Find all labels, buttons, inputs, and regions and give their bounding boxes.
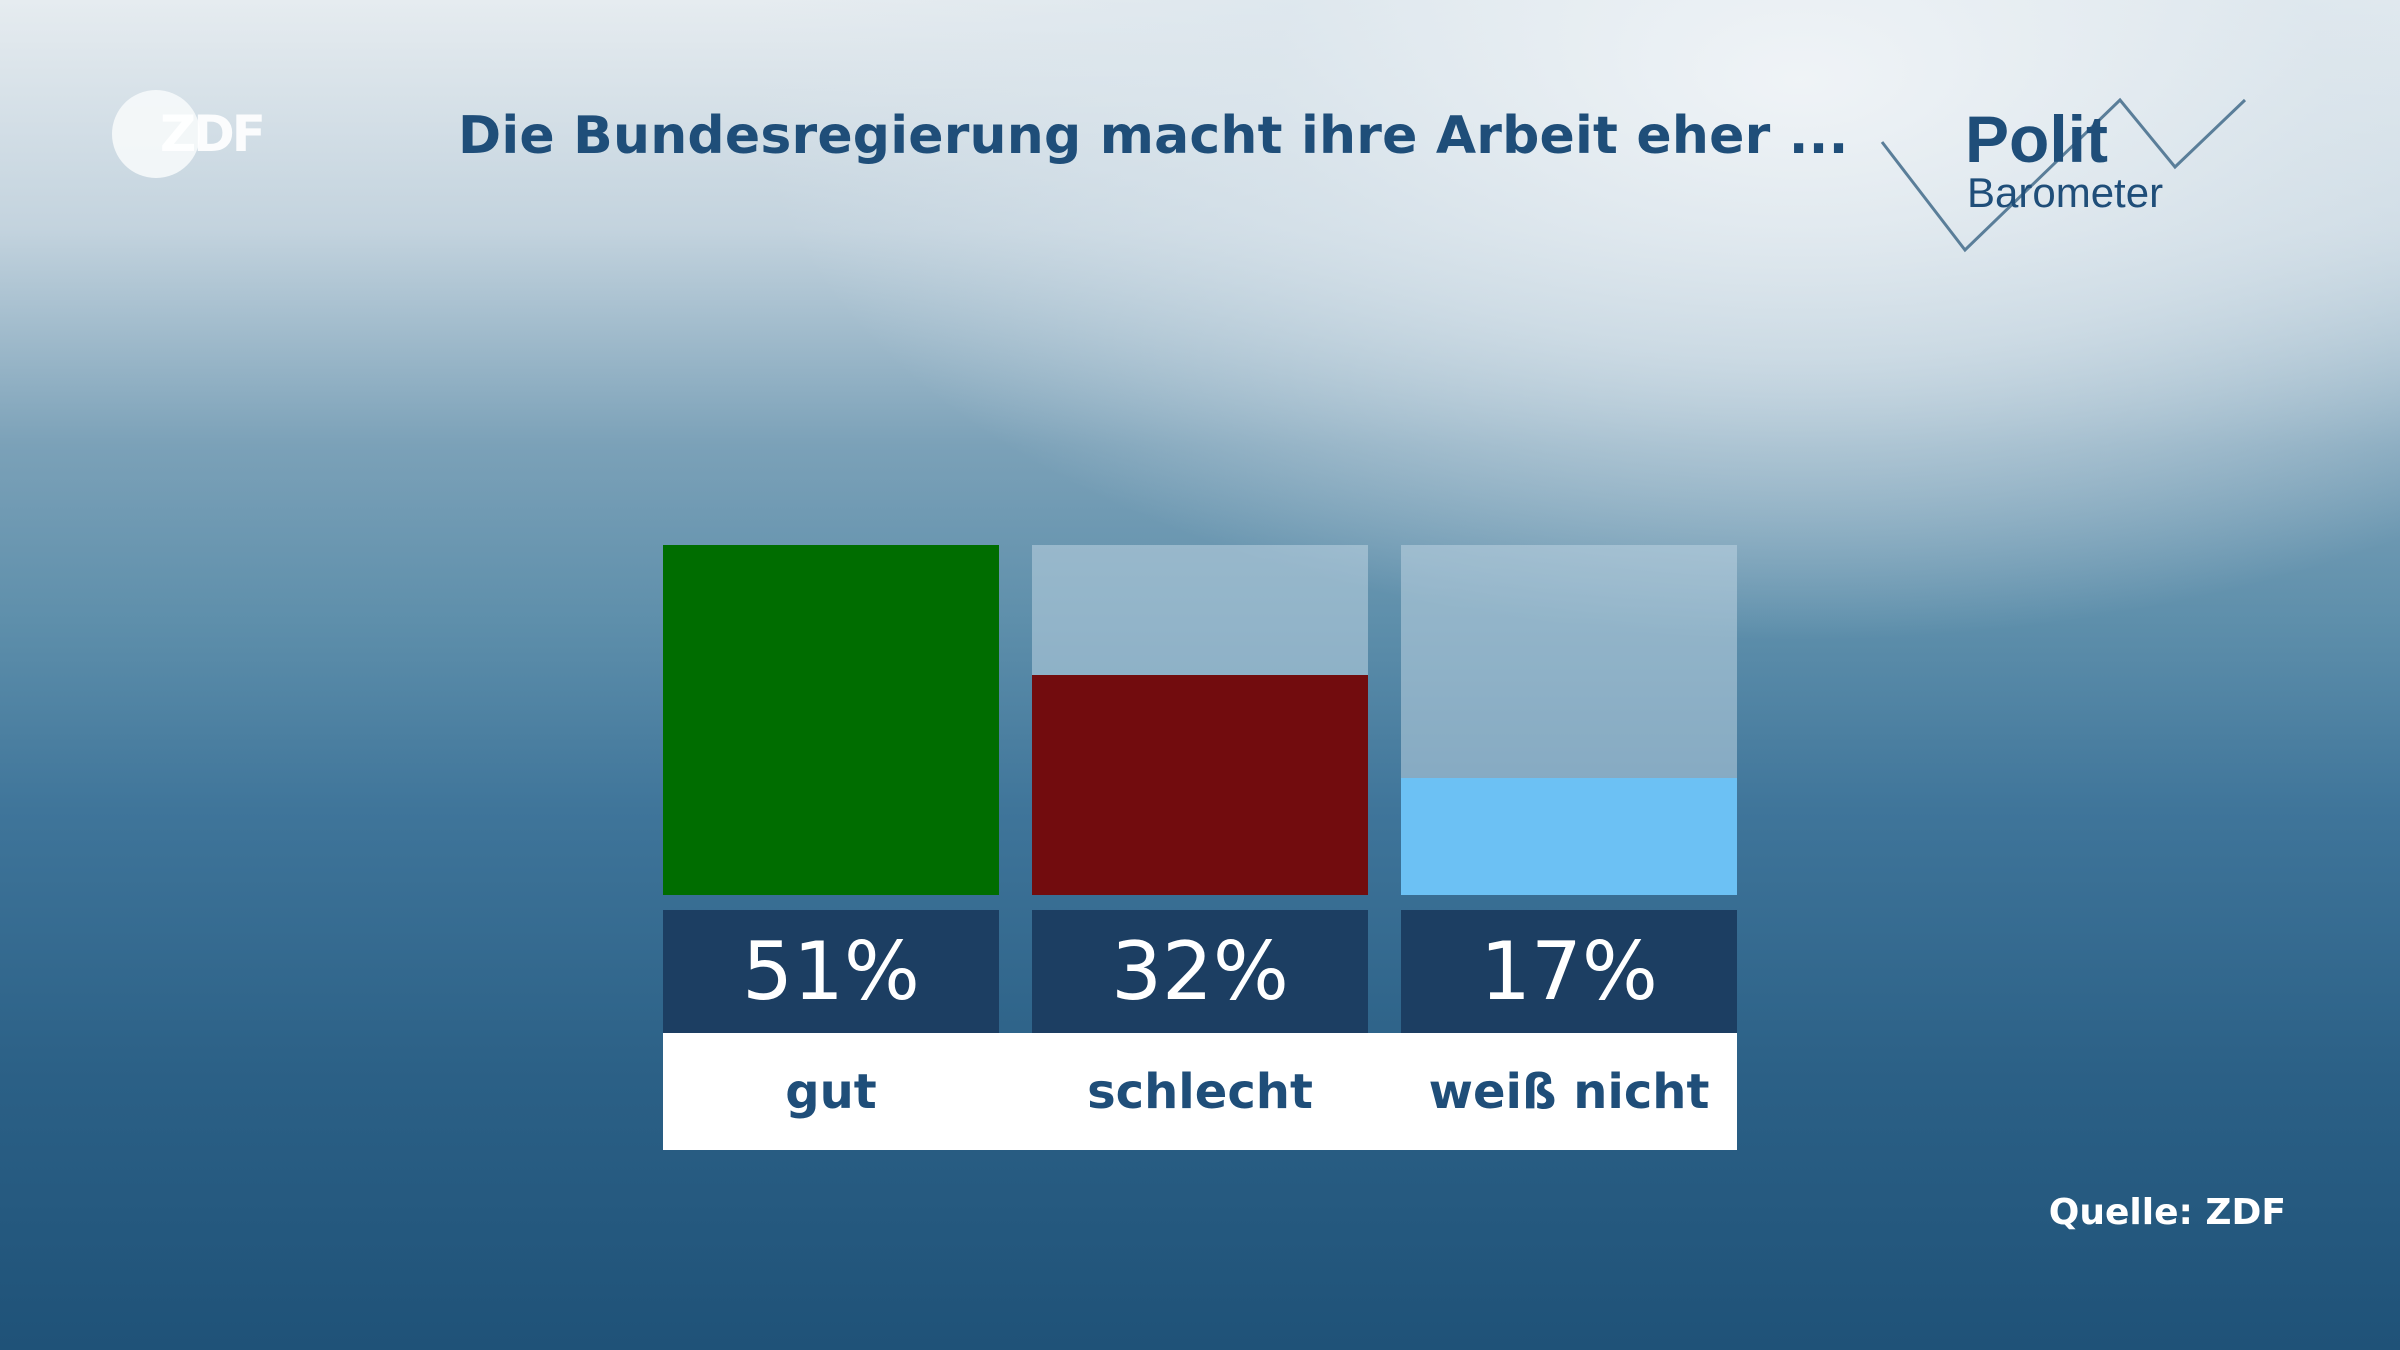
source-note: Quelle: ZDF [2048,1192,2286,1233]
chart-title: Die Bundesregierung macht ihre Arbeit eh… [458,106,1849,166]
category-label: weiß nicht [1428,1063,1710,1120]
bar-chart: 51% gut 32% schlecht 17% weiß nicht [663,545,1737,1150]
value-label: 51% [663,910,999,1033]
politbarometer-logo-line2: Barometer [1967,169,2164,216]
politbarometer-zigzag-icon [1880,97,2247,253]
value-label: 32% [1032,910,1368,1033]
zdf-logo-text: ZDF [160,105,266,163]
value-label: 17% [1401,910,1737,1033]
bar [663,545,999,895]
bar [1032,675,1368,895]
category-label: gut [785,1063,877,1120]
politbarometer-logo-line1: Polit [1965,102,2108,176]
category-label-strip [663,1033,1737,1150]
zdf-logo-circle [112,90,200,178]
bar [1401,778,1737,895]
category-label: schlecht [1087,1063,1313,1120]
zdf-logo: ZDF [110,88,280,183]
politbarometer-logo: Polit Barometer [1870,92,2250,262]
